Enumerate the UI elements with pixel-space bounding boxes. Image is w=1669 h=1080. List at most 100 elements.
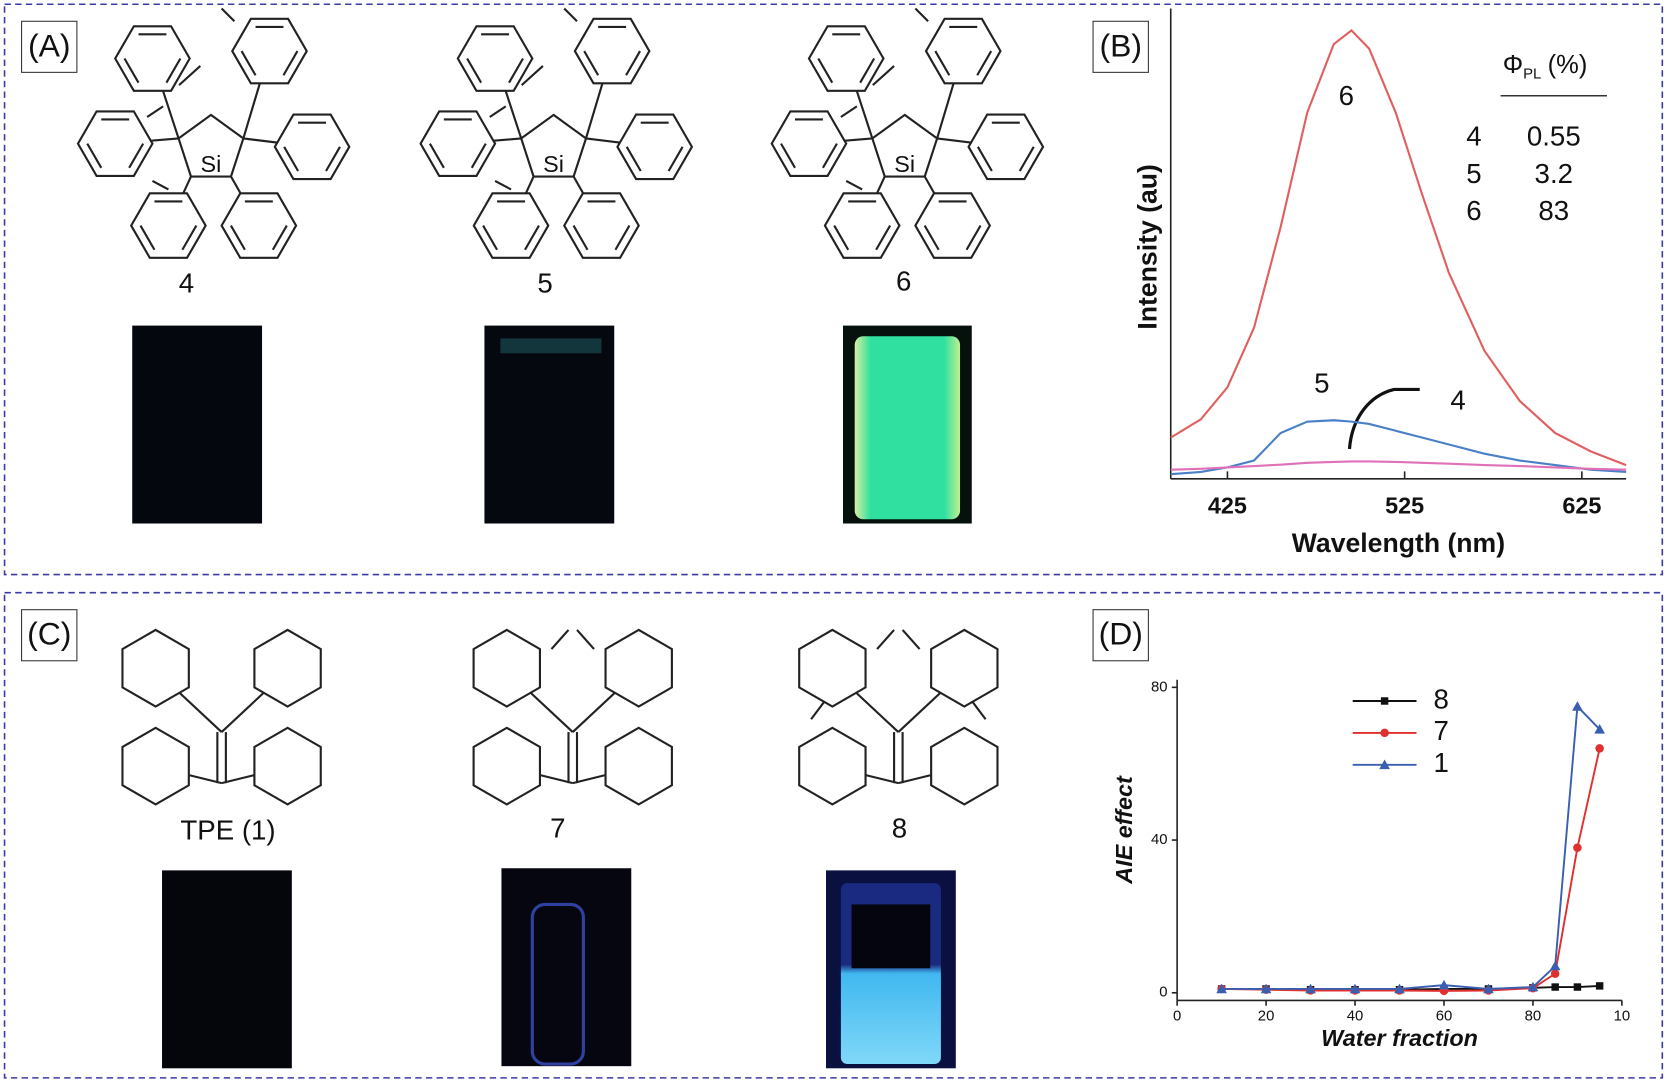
- x-axis-label: Water fraction: [1321, 1025, 1478, 1051]
- table-header-sub: PL: [1523, 66, 1541, 82]
- vial-photo: [484, 325, 615, 524]
- double-bond: [123, 57, 140, 84]
- series-label: 5: [1314, 367, 1329, 398]
- double-bond: [1018, 146, 1035, 172]
- data-point: [1550, 969, 1560, 978]
- double-bond: [833, 225, 850, 251]
- compound-label: 6: [896, 265, 911, 296]
- compound-label: 8: [892, 812, 907, 843]
- bond: [151, 179, 169, 191]
- bond: [971, 701, 987, 720]
- data-point: [1349, 983, 1361, 994]
- compound-label: 7: [550, 812, 565, 843]
- vial-glow: [854, 336, 961, 520]
- benzene-ring: [807, 25, 885, 92]
- benzene-ring: [76, 110, 154, 177]
- benzene-ring: [113, 25, 191, 92]
- vial-photo: [162, 870, 292, 1069]
- label-box: [21, 609, 78, 662]
- double-bond: [240, 50, 257, 76]
- table-header-unit: (%): [1548, 51, 1588, 79]
- data-point: [1394, 983, 1405, 994]
- x-tick-label: 80: [1525, 1008, 1542, 1024]
- series-line: [1221, 704, 1601, 990]
- compound-label: 4: [179, 267, 194, 298]
- compound-label: 5: [537, 267, 552, 298]
- benzene-ring: [604, 628, 673, 708]
- table-cell: 3.2: [1535, 158, 1573, 189]
- benzene-ring: [770, 110, 848, 177]
- panel-frame: [3, 3, 1664, 576]
- double-bond: [508, 57, 524, 84]
- double-bond: [923, 225, 940, 251]
- y-axis-label: Intensity (au): [1132, 164, 1162, 329]
- silole-ring: [871, 113, 939, 178]
- bond: [876, 629, 895, 650]
- benzene-ring: [129, 192, 207, 259]
- trend-arrow: [1347, 387, 1420, 450]
- series-line: [1170, 29, 1627, 467]
- bond: [840, 105, 858, 118]
- double-bond: [934, 50, 951, 76]
- table-header: ΦPL (%): [1503, 51, 1588, 83]
- data-point: [1572, 701, 1583, 711]
- double-bond: [817, 57, 834, 84]
- legend-marker: [1379, 759, 1390, 770]
- double-bond: [822, 143, 838, 169]
- benzene-ring: [472, 192, 550, 259]
- benzene-ring: [563, 192, 640, 259]
- x-tick-label: 425: [1208, 493, 1247, 519]
- double-bond: [86, 143, 103, 169]
- vial-photo: [501, 868, 632, 1067]
- double-bond: [976, 50, 993, 76]
- data-point: [1260, 983, 1272, 994]
- legend-marker: [1380, 728, 1389, 738]
- data-point: [1551, 983, 1559, 991]
- silole-ring: [177, 113, 245, 178]
- benzene-ring: [253, 628, 322, 708]
- x-tick-label: 10: [1614, 1008, 1631, 1024]
- bond: [146, 105, 164, 118]
- data-point: [1527, 981, 1539, 992]
- x-tick-label: 625: [1562, 493, 1601, 519]
- benzene-ring: [231, 17, 308, 85]
- panel-label: (C): [27, 616, 71, 652]
- atom-label: Si: [543, 151, 564, 177]
- bond: [914, 7, 929, 23]
- legend-label: 8: [1434, 683, 1449, 714]
- double-bond: [965, 225, 982, 251]
- atom-label: Si: [894, 151, 915, 177]
- panel-frame: [3, 591, 1664, 1079]
- benzene-ring: [798, 628, 867, 708]
- double-bond: [482, 225, 498, 251]
- compound-label: TPE (1): [180, 814, 275, 845]
- benzene-ring: [253, 726, 322, 806]
- vial-photo: [132, 325, 263, 524]
- table-cell: 6: [1466, 195, 1481, 226]
- double-bond: [572, 225, 589, 251]
- double-bond: [428, 143, 445, 169]
- x-tick-label: 525: [1385, 493, 1424, 519]
- double-bond: [139, 225, 156, 251]
- panel-labels: (A) (B) (C) (D): [21, 20, 1149, 662]
- vial-photos: [132, 325, 972, 1069]
- double-bond: [181, 225, 198, 251]
- bond: [550, 629, 570, 650]
- table-cell: 0.55: [1527, 121, 1581, 152]
- bond: [872, 65, 895, 86]
- benzene-ring: [456, 25, 534, 92]
- double-bond: [625, 146, 642, 172]
- x-axis-label: Wavelength (nm): [1292, 528, 1505, 558]
- benzene-ring: [472, 628, 542, 708]
- double-bond: [470, 143, 487, 169]
- data-point: [1573, 843, 1582, 852]
- double-bond: [583, 50, 600, 76]
- bond: [220, 7, 236, 23]
- data-point: [1549, 960, 1561, 971]
- benzene-ring: [930, 628, 999, 708]
- series-line: [1170, 460, 1627, 471]
- vial-glow: [851, 904, 931, 969]
- double-bond: [859, 57, 876, 84]
- double-bond: [271, 225, 288, 251]
- y-tick-label: 80: [1151, 679, 1168, 695]
